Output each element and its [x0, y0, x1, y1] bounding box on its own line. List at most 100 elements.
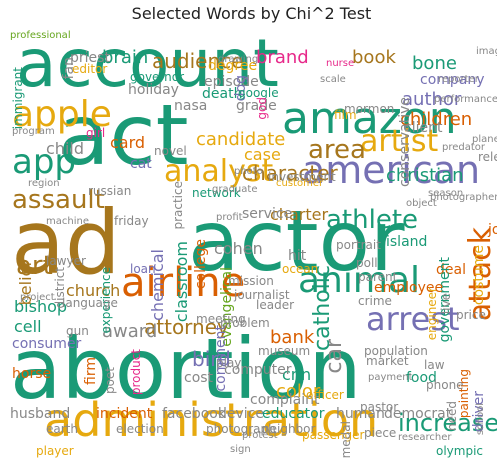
- word-color: color: [276, 381, 321, 402]
- word-island: island: [386, 234, 428, 250]
- word-chemical: chemical: [148, 249, 167, 321]
- word-card: card: [110, 133, 146, 152]
- word-car: car: [322, 339, 347, 374]
- word-election: election: [116, 422, 164, 436]
- word-ocean: ocean: [282, 262, 319, 276]
- word-christian: christian: [386, 165, 464, 186]
- word-art: art: [16, 251, 53, 281]
- word-reporter: reporter: [438, 74, 479, 85]
- word-editor: editor: [72, 62, 108, 76]
- word-photographer: photographer: [430, 192, 497, 203]
- word-novel: novel: [154, 144, 187, 158]
- word-area: area: [308, 135, 366, 165]
- word-cat: cat: [130, 156, 152, 172]
- word-network: network: [192, 186, 241, 200]
- word-educator: educator: [262, 406, 325, 422]
- word-airline: airline: [121, 260, 246, 306]
- word-investment: investment: [268, 170, 336, 184]
- word-product: product: [129, 349, 143, 396]
- word-cohen: cohen: [214, 239, 263, 258]
- word-gun: gun: [66, 324, 89, 338]
- word-planet: planet: [472, 134, 497, 145]
- word-college: college: [193, 239, 209, 290]
- word-consumer: consumer: [12, 336, 82, 352]
- word-price: price: [456, 308, 486, 322]
- word-officer: officer: [306, 388, 344, 402]
- word-hit: hit: [288, 248, 307, 264]
- word-player: player: [36, 444, 74, 458]
- word-poet: poet: [103, 367, 117, 395]
- word-bishop: bishop: [14, 297, 68, 316]
- word-medal: medal: [339, 421, 353, 459]
- word-apple: apple: [12, 94, 112, 135]
- word-portrait: portrait: [336, 238, 381, 252]
- word-problem: problem: [220, 316, 270, 330]
- word-season: season: [428, 188, 464, 199]
- word-image: image: [476, 46, 497, 57]
- word-friday: friday: [114, 214, 149, 228]
- word-profit: profit: [216, 212, 243, 223]
- word-nurse: nurse: [326, 58, 355, 69]
- word-audience: audience: [152, 49, 244, 73]
- word-employee: employee: [374, 280, 444, 296]
- word-parent: parent: [358, 270, 398, 284]
- word-case: case: [244, 145, 281, 164]
- word-leader: leader: [256, 298, 295, 312]
- word-program: program: [12, 126, 55, 137]
- word-administration: administration: [44, 393, 379, 447]
- word-animal: animal: [298, 260, 421, 301]
- word-facebook: facebook: [162, 406, 226, 422]
- word-drawing: drawing: [218, 54, 259, 65]
- word-child: child: [46, 139, 84, 158]
- word-author: author: [402, 89, 462, 110]
- word-cnn: cnn: [282, 365, 312, 384]
- word-release: release: [478, 150, 497, 164]
- word-governor: governor: [130, 70, 185, 84]
- word-book: book: [352, 47, 396, 68]
- word-olympic: olympic: [436, 444, 484, 458]
- word-attorney: attorney: [144, 315, 229, 339]
- word-client: client: [404, 120, 443, 136]
- word-engineer: engineer: [425, 287, 439, 341]
- word-russian: russian: [88, 184, 132, 198]
- word-democrat: democrat: [384, 406, 452, 422]
- word-poll: poll: [356, 256, 378, 270]
- word-school: school: [475, 403, 486, 436]
- word-customer: customer: [276, 178, 324, 189]
- word-episode: episode: [204, 74, 259, 90]
- word-photo: photo: [234, 166, 263, 177]
- word-service: service: [242, 206, 293, 222]
- word-holiday: holiday: [128, 82, 179, 98]
- word-increase: increase: [398, 409, 497, 437]
- word-project: project: [20, 292, 55, 303]
- word-church: church: [66, 281, 121, 300]
- word-neighbor: neighbor: [262, 422, 316, 436]
- word-mormon: mormon: [344, 102, 395, 116]
- word-immigrant: immigrant: [11, 67, 25, 130]
- word-character: character: [242, 161, 338, 185]
- word-lawyer: lawyer: [46, 254, 86, 268]
- word-american: american: [302, 148, 481, 192]
- word-need: need: [445, 401, 459, 431]
- word-husband: husband: [10, 406, 71, 422]
- word-piece: piece: [364, 426, 397, 440]
- word-athlete: athlete: [326, 205, 419, 235]
- word-costume: costume: [471, 245, 487, 306]
- word-horse: horse: [12, 366, 52, 382]
- word-crime: crime: [358, 294, 392, 308]
- word-payment: payment: [368, 372, 413, 383]
- word-account: account: [16, 27, 279, 102]
- word-deal: deal: [436, 262, 466, 278]
- word-nasa: nasa: [174, 98, 208, 114]
- word-job: job: [488, 222, 497, 238]
- word-analyst: analyst: [164, 154, 274, 189]
- word-device: device: [218, 406, 264, 422]
- word-meeting: meeting: [196, 312, 246, 326]
- word-bank: bank: [270, 327, 315, 348]
- word-ad: ad: [11, 191, 121, 294]
- word-arrest: arrest: [366, 300, 460, 338]
- word-girl: girl: [86, 126, 106, 140]
- word-practice: practice: [171, 181, 185, 230]
- word-assault: assault: [12, 185, 105, 215]
- word-grade: grade: [236, 98, 277, 114]
